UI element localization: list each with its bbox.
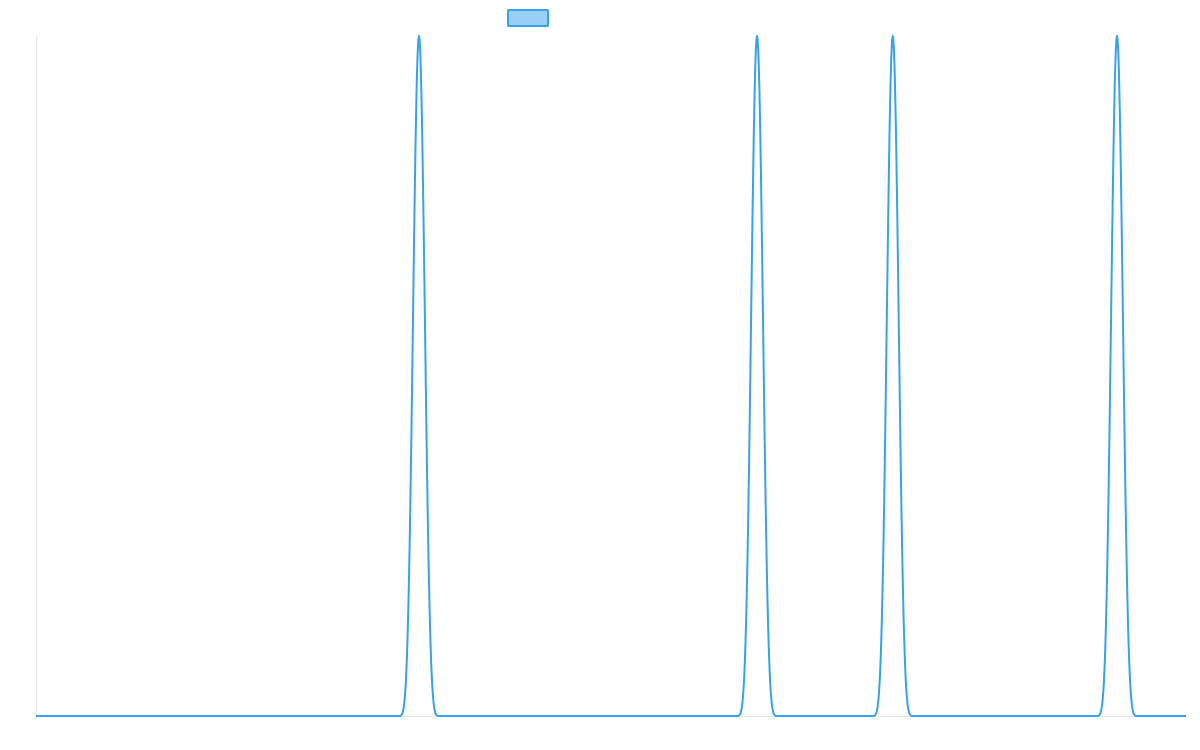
- legend-swatch[interactable]: [507, 9, 549, 27]
- series-layer: [35, 33, 1187, 717]
- series-line[interactable]: [35, 35, 1187, 717]
- legend[interactable]: [507, 9, 549, 27]
- peak-point-2[interactable]: [754, 33, 760, 39]
- peak-point-3[interactable]: [890, 33, 896, 39]
- peak-point-1[interactable]: [416, 33, 422, 39]
- axes: [36, 36, 1186, 717]
- peak-point-4[interactable]: [1114, 33, 1120, 39]
